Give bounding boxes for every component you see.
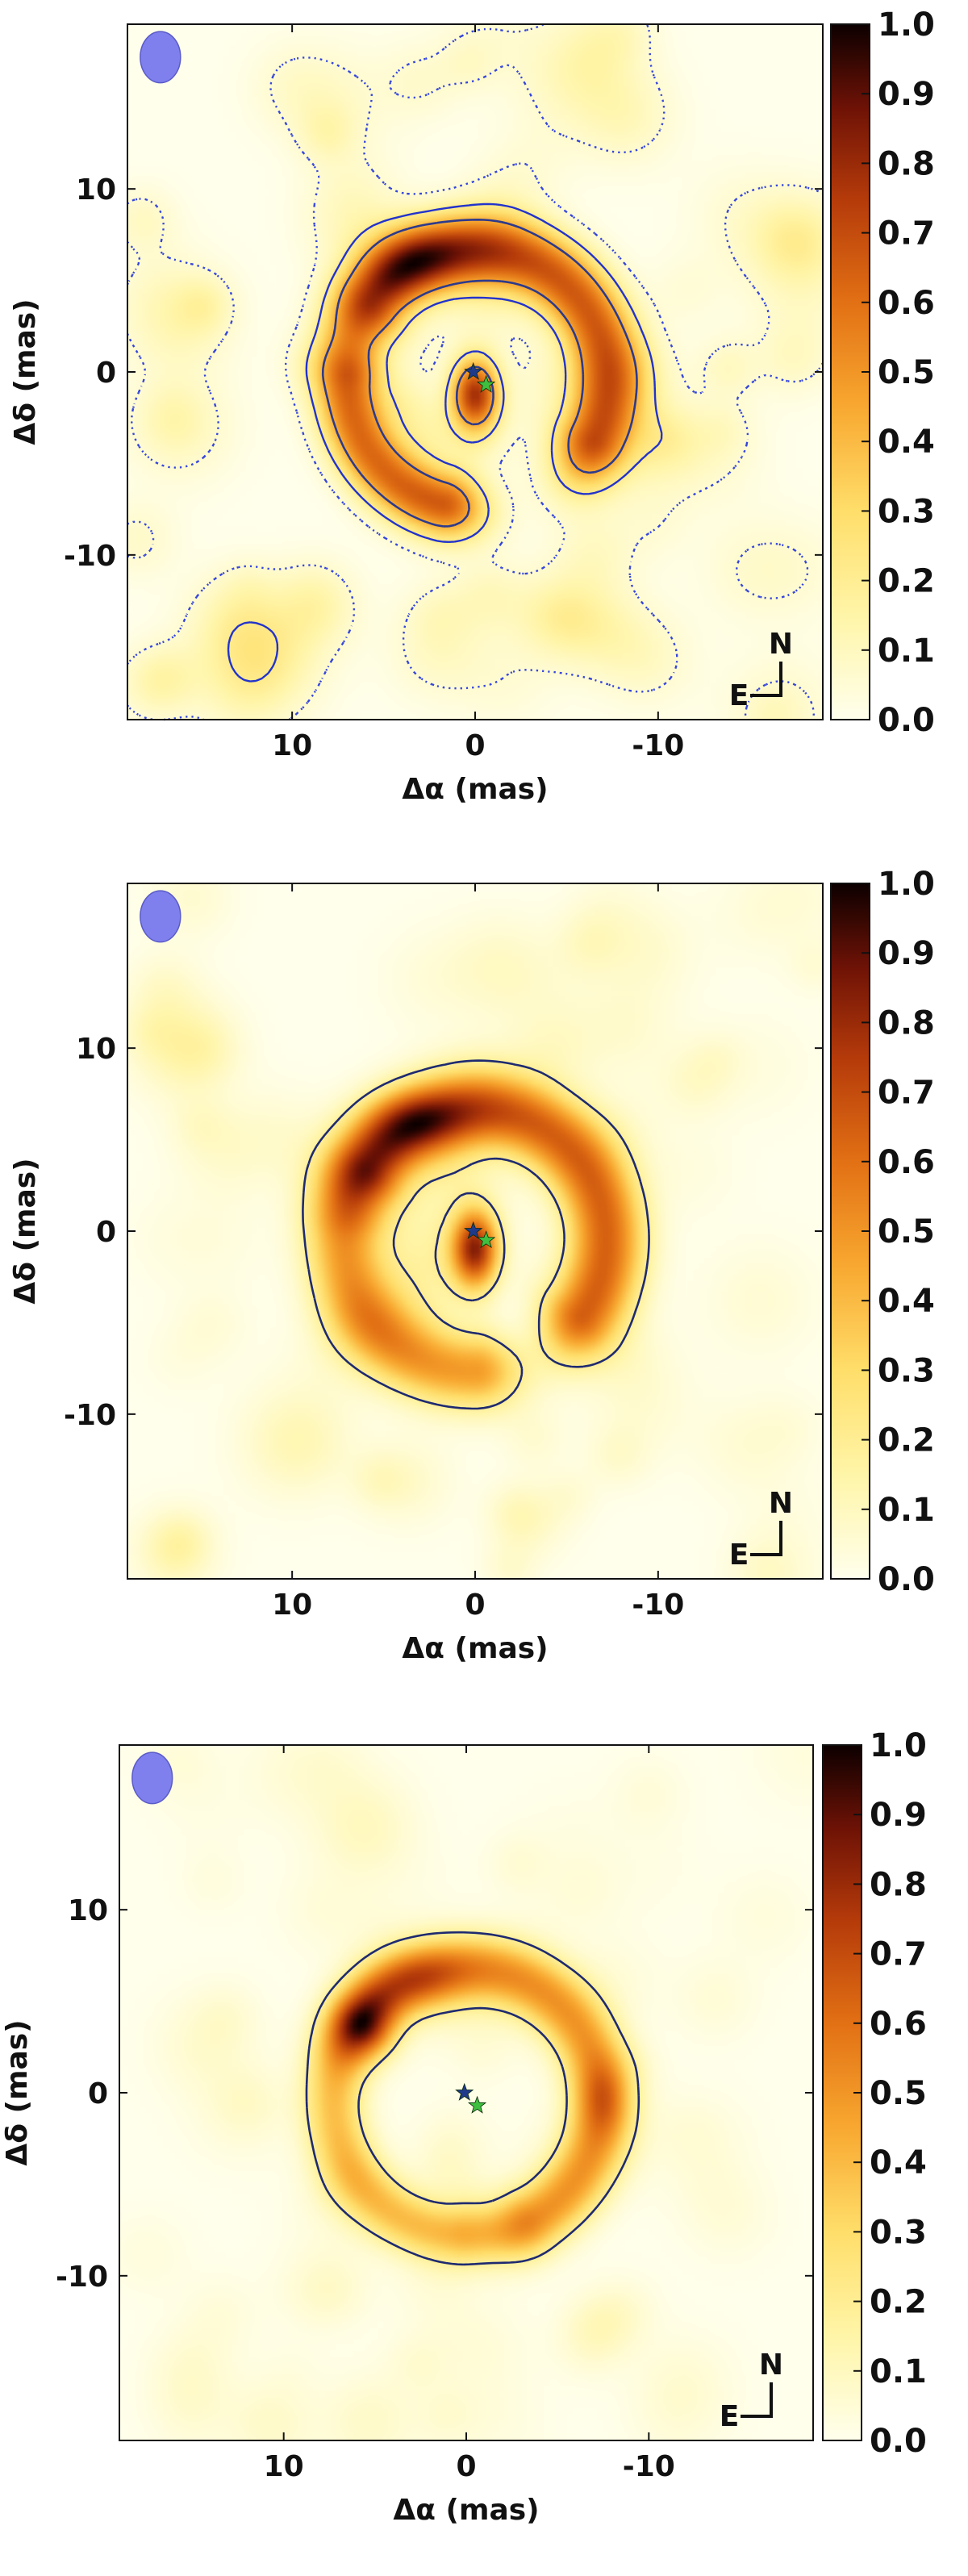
panel-bottom: 10 0 -10 10 0 -10 Δα (mas) Δδ (mas) NE 1.0 0.9 0.8 0… — [1, 1727, 927, 2527]
colorbar-tick-label: 0.1 — [878, 633, 935, 670]
colorbar-tick-label: 0.0 — [878, 702, 935, 739]
colorbar-tick-label: 0.5 — [878, 354, 935, 391]
y-tick-label: 10 — [68, 1894, 108, 1927]
x-tick-label: 10 — [272, 1589, 312, 1622]
compass-arrows — [750, 662, 782, 697]
colorbar-tick-label: 0.0 — [870, 2423, 927, 2460]
y-axis-label: Δδ (mas) — [9, 1158, 42, 1304]
panel-top: 10 0 -10 10 0 -10 Δα (mas) Δδ (mas) NE 1.0 0.9 0.8 0… — [9, 6, 935, 806]
x-tick-label: -10 — [632, 1589, 684, 1622]
colorbar-tick-label: 0.3 — [878, 493, 935, 530]
colorbar-tick-label: 0.7 — [878, 1075, 935, 1112]
colorbar-tick-label: 0.8 — [870, 1866, 927, 1903]
secondary-star-marker — [467, 2095, 487, 2114]
y-tick-label: -10 — [64, 1399, 116, 1432]
secondary-star-marker — [476, 374, 496, 393]
colorbar-tick-label: 0.6 — [878, 285, 935, 322]
compass-north-label: N — [769, 628, 793, 661]
colorbar-tick-label: 0.4 — [878, 1283, 935, 1320]
primary-star-marker — [455, 2082, 474, 2101]
compass-arrows — [741, 2382, 773, 2418]
x-tick-label: 10 — [264, 2450, 304, 2483]
y-tick-label: 10 — [76, 1033, 116, 1066]
x-tick-label: 0 — [465, 1589, 485, 1622]
y-tick-label: 0 — [88, 2077, 108, 2110]
y-axis-label: Δδ (mas) — [1, 2019, 34, 2165]
colorbar-tick-label: 0.9 — [878, 935, 935, 972]
y-tick-label: -10 — [64, 540, 116, 573]
x-tick-label: 0 — [456, 2450, 476, 2483]
compass-east-label: E — [729, 679, 749, 712]
colorbar-tick-label: 0.4 — [870, 2144, 927, 2181]
colorbar-tick-label: 0.7 — [870, 1936, 927, 1973]
colorbar-tick-label: 0.3 — [870, 2214, 927, 2251]
x-tick-label: 0 — [465, 729, 485, 762]
contour-dotted — [126, 23, 824, 721]
colorbar-tick-label: 0.2 — [878, 1422, 935, 1459]
contour-solid — [305, 1931, 640, 2266]
compass-arrows — [750, 1521, 782, 1556]
colorbar-tick-label: 1.0 — [878, 866, 935, 903]
colorbar-tick-label: 0.8 — [878, 145, 935, 182]
colorbar-tick-label: 1.0 — [870, 1727, 927, 1764]
beam-ellipse — [140, 31, 182, 84]
x-axis-label: Δα (mas) — [393, 2494, 539, 2527]
colorbar-tick-label: 0.6 — [870, 2006, 927, 2043]
colorbar-tick-label: 0.4 — [878, 424, 935, 461]
x-tick-label: 10 — [272, 729, 312, 762]
colorbar-tick-label: 0.7 — [878, 215, 935, 253]
x-axis-label: Δα (mas) — [402, 1632, 548, 1665]
colorbar-tick-label: 0.2 — [878, 563, 935, 600]
y-tick-label: 0 — [96, 357, 116, 390]
colorbar-tick-label: 0.5 — [878, 1213, 935, 1250]
x-tick-label: -10 — [623, 2450, 675, 2483]
colorbar-tick-label: 0.2 — [870, 2284, 927, 2321]
x-tick-label: -10 — [632, 729, 684, 762]
primary-star-marker — [464, 1221, 483, 1239]
colorbar-tick-label: 0.6 — [878, 1144, 935, 1181]
beam-ellipse — [131, 1751, 173, 1805]
y-tick-label: 0 — [96, 1216, 116, 1249]
y-axis-label: Δδ (mas) — [9, 299, 42, 445]
colorbar-tick-label: 0.0 — [878, 1561, 935, 1598]
secondary-star-marker — [476, 1230, 496, 1249]
colorbar — [830, 883, 870, 1580]
colorbar-tick-label: 0.5 — [870, 2075, 927, 2112]
x-axis-label: Δα (mas) — [402, 773, 548, 806]
colorbar-tick-label: 0.8 — [878, 1004, 935, 1042]
colorbar-tick-label: 1.0 — [878, 6, 935, 44]
contour-solid — [302, 1059, 650, 1410]
contour-dashed — [227, 202, 663, 683]
compass-east-label: E — [720, 2400, 740, 2433]
y-tick-label: -10 — [56, 2261, 108, 2294]
colorbar-tick-label: 0.9 — [878, 76, 935, 113]
y-tick-label: 10 — [76, 173, 116, 207]
primary-star-marker — [464, 361, 483, 380]
compass-north-label: N — [769, 1487, 793, 1520]
colorbar-tick-label: 0.1 — [878, 1492, 935, 1529]
beam-ellipse — [140, 890, 182, 943]
compass-north-label: N — [759, 2348, 783, 2382]
panel-middle: 10 0 -10 10 0 -10 Δα (mas) Δδ (mas) NE 1.0 0.9 0.8 0… — [9, 866, 935, 1665]
contour-solid — [321, 219, 638, 528]
colorbar-tick-label: 0.9 — [870, 1797, 927, 1834]
compass-east-label: E — [729, 1539, 749, 1572]
colorbar-tick-label: 0.1 — [870, 2353, 927, 2390]
colorbar-tick-label: 0.3 — [878, 1352, 935, 1389]
